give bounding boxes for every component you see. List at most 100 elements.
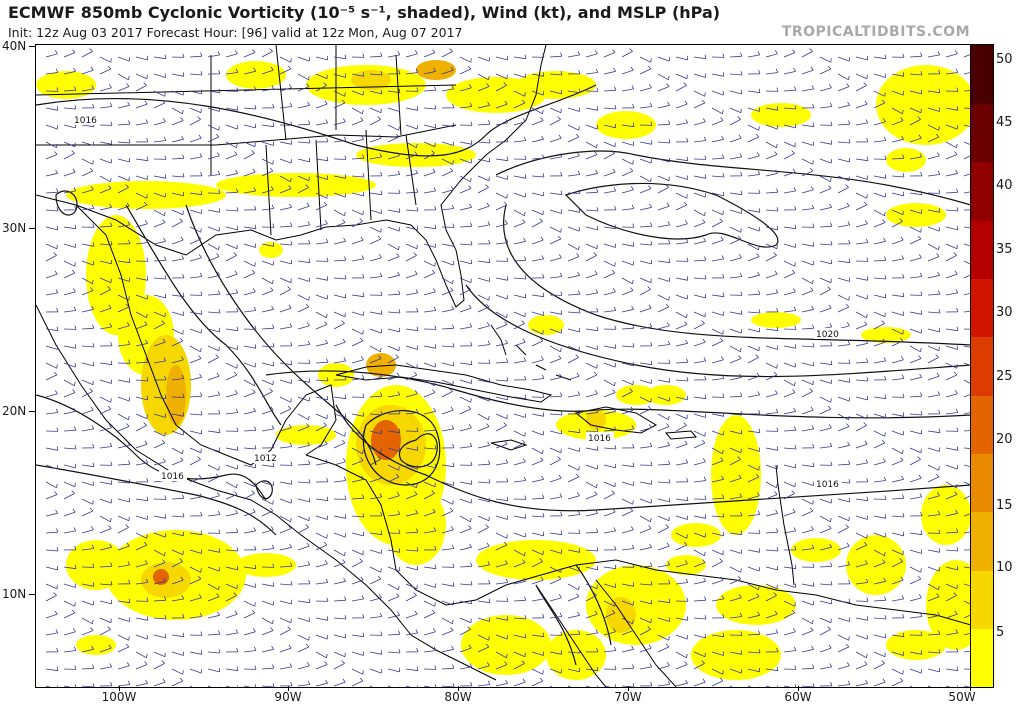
isobar-label: 1020 [816, 330, 839, 340]
colorbar-segment [971, 395, 993, 455]
vorticity-shade [528, 315, 564, 335]
isobar-label-bg [159, 470, 187, 481]
colorbar-segment [971, 570, 993, 630]
colorbar-label: 30 [996, 305, 1013, 320]
latitude-tick [29, 46, 35, 47]
coastline [75, 204, 337, 466]
site-credit: TROPICALTIDBITS.COM [781, 24, 970, 40]
map-panel: 1016 1020 1012 1016 1016 1016 [35, 44, 972, 688]
vorticity-shade [166, 365, 186, 425]
longitude-tick [288, 686, 289, 691]
isobar-line [503, 204, 971, 346]
longitude-tick [628, 686, 629, 691]
vorticity-shade [886, 203, 946, 227]
latitude-label: 20N [2, 404, 27, 418]
coastline [574, 406, 658, 434]
wind-barbs [45, 48, 971, 687]
latitude-tick [29, 228, 35, 229]
latitude-tick [29, 594, 35, 595]
isobar-labels: 1016 1020 1012 1016 1016 1016 [72, 114, 842, 490]
vorticity-shade [691, 630, 781, 680]
latitude-tick [29, 411, 35, 412]
latitude-label: 40N [2, 39, 27, 53]
longitude-label: 60W [784, 690, 812, 704]
longitude-label: 50W [948, 690, 976, 704]
colorbar-label: 15 [996, 498, 1013, 513]
isobar-label-bg [814, 478, 842, 489]
vorticity-map: 1016 1020 1012 1016 1016 1016 [36, 45, 971, 687]
colorbar-label: 10 [996, 560, 1013, 575]
isobar-label: 1016 [161, 472, 184, 482]
coastlines [36, 45, 971, 687]
longitude-label: 100W [101, 690, 137, 704]
isobar-line [125, 204, 282, 426]
vorticity-shade [921, 485, 971, 545]
latitude-label: 10N [2, 587, 27, 601]
vorticity-shade [886, 148, 926, 172]
coastline [335, 364, 553, 403]
colorbar [970, 44, 994, 688]
isobar-label: 1016 [816, 480, 839, 490]
vorticity-shade [751, 312, 801, 328]
chart-title: ECMWF 850mb Cyclonic Vorticity (10⁻⁵ s⁻¹… [8, 3, 721, 22]
colorbar-segment [971, 628, 993, 688]
colorbar-segment [971, 161, 993, 221]
isobar-line [398, 433, 438, 468]
wind-barb-field [45, 48, 971, 687]
vorticity-shade [66, 540, 126, 590]
colorbar-label: 25 [996, 369, 1013, 384]
longitude-tick [458, 686, 459, 691]
colorbar-segment [971, 220, 993, 279]
vorticity-shade [416, 60, 456, 80]
vorticity-shade [66, 181, 226, 209]
colorbar-segment [971, 103, 993, 163]
coastline [36, 45, 457, 236]
vorticity-shade [646, 385, 686, 405]
isobar-label-bg [72, 114, 100, 125]
isobar-label: 1016 [588, 434, 611, 444]
vorticity-shade [791, 538, 841, 562]
vorticity-shade [596, 111, 656, 139]
vorticity-shade [876, 65, 971, 145]
vorticity-shade [711, 415, 761, 535]
chart-subtitle: Init: 12z Aug 03 2017 Forecast Hour: [96… [8, 25, 463, 40]
isobar-label-bg [252, 452, 280, 463]
colorbar-label: 5 [996, 625, 1005, 640]
isobar-line [495, 150, 971, 206]
longitude-tick [970, 686, 971, 691]
vorticity-shade [153, 569, 169, 585]
vorticity-shade [666, 555, 706, 575]
coastline [305, 454, 971, 626]
colorbar-label: 45 [996, 115, 1013, 130]
vorticity-shade [259, 242, 283, 258]
colorbar-segment [971, 336, 993, 396]
isobar-label: 1012 [254, 454, 277, 464]
longitude-label: 80W [444, 690, 472, 704]
vorticity-shade [476, 540, 596, 580]
vorticity-shade [461, 615, 551, 675]
longitude-label: 90W [274, 690, 302, 704]
isobar-line [465, 284, 971, 378]
isobar-line [36, 464, 277, 536]
coastline [36, 304, 497, 681]
isobar-line [255, 480, 273, 500]
coastline [490, 324, 572, 381]
vorticity-shade [216, 173, 376, 197]
longitude-tick [798, 686, 799, 691]
isobar-label-bg [586, 432, 614, 443]
isobar-label: 1016 [74, 116, 97, 126]
isobar-line [362, 410, 441, 486]
colorbar-segment [971, 511, 993, 571]
colorbar-segment [971, 45, 993, 104]
isobar-line [575, 564, 612, 646]
vorticity-shade [226, 61, 286, 89]
colorbar-segment [971, 453, 993, 513]
isobar-line [564, 182, 779, 248]
isobars [36, 84, 971, 666]
vorticity-shade [546, 630, 606, 680]
vorticity-shade [236, 553, 296, 577]
isobar-line [185, 204, 377, 466]
isobar-line [335, 404, 971, 512]
longitude-label: 70W [614, 690, 642, 704]
vorticity-shade [586, 565, 686, 645]
